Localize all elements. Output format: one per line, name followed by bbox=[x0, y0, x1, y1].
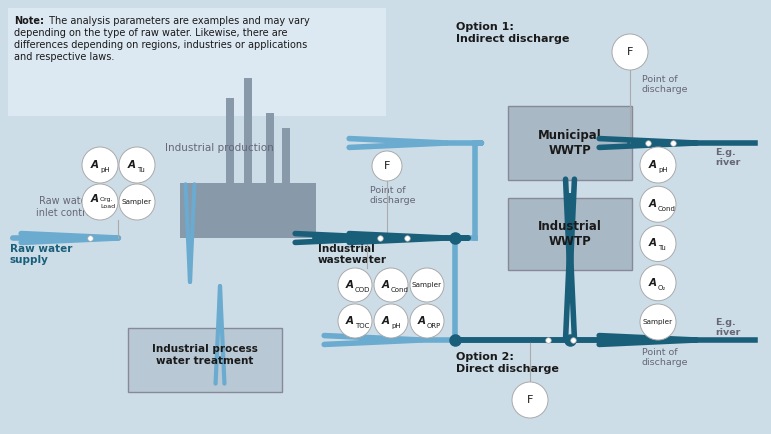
Circle shape bbox=[410, 268, 444, 302]
FancyBboxPatch shape bbox=[508, 198, 632, 270]
Text: Point of
discharge: Point of discharge bbox=[370, 186, 416, 205]
Text: wastewater: wastewater bbox=[318, 255, 387, 265]
Circle shape bbox=[640, 186, 676, 222]
Text: Industrial process
water treatment: Industrial process water treatment bbox=[152, 344, 258, 366]
Text: E.g.: E.g. bbox=[715, 318, 736, 327]
Text: ORP: ORP bbox=[427, 323, 441, 329]
Text: Indirect discharge: Indirect discharge bbox=[456, 34, 569, 44]
Bar bbox=[180, 193, 210, 238]
Text: F: F bbox=[384, 161, 390, 171]
Text: differences depending on regions, industries or applications: differences depending on regions, indust… bbox=[14, 40, 308, 50]
Text: A: A bbox=[649, 278, 657, 288]
Text: TOC: TOC bbox=[355, 323, 369, 329]
Text: E.g.: E.g. bbox=[715, 148, 736, 157]
Text: discharge: discharge bbox=[642, 358, 689, 367]
Circle shape bbox=[119, 147, 155, 183]
Circle shape bbox=[512, 382, 548, 418]
Text: Option 1:: Option 1: bbox=[456, 22, 514, 32]
Text: Point of: Point of bbox=[642, 75, 678, 84]
Text: Direct discharge: Direct discharge bbox=[456, 364, 559, 374]
Circle shape bbox=[82, 184, 118, 220]
Text: A: A bbox=[91, 194, 99, 204]
Text: Point of: Point of bbox=[642, 348, 678, 357]
Text: A: A bbox=[649, 160, 657, 170]
Bar bbox=[266, 113, 274, 193]
Text: Option 2:: Option 2: bbox=[456, 352, 514, 362]
Text: discharge: discharge bbox=[642, 85, 689, 94]
Text: A: A bbox=[91, 160, 99, 170]
Text: river: river bbox=[715, 328, 740, 337]
Circle shape bbox=[640, 265, 676, 301]
Circle shape bbox=[338, 304, 372, 338]
FancyBboxPatch shape bbox=[8, 8, 386, 116]
Circle shape bbox=[82, 147, 118, 183]
Text: A: A bbox=[649, 239, 657, 249]
Circle shape bbox=[374, 304, 408, 338]
Bar bbox=[282, 128, 290, 193]
Text: Industrial production: Industrial production bbox=[165, 143, 274, 153]
Circle shape bbox=[640, 226, 676, 262]
Text: Cond: Cond bbox=[658, 206, 676, 212]
Text: Municipal
WWTP: Municipal WWTP bbox=[538, 129, 602, 157]
Text: A: A bbox=[128, 160, 136, 170]
Circle shape bbox=[372, 151, 402, 181]
Text: A: A bbox=[382, 316, 390, 326]
Text: pH: pH bbox=[391, 323, 401, 329]
Text: F: F bbox=[627, 47, 633, 57]
Text: COD: COD bbox=[355, 287, 370, 293]
Text: Load: Load bbox=[100, 204, 115, 208]
Text: Raw water
inlet control: Raw water inlet control bbox=[35, 197, 94, 218]
Bar bbox=[180, 183, 316, 238]
Circle shape bbox=[640, 147, 676, 183]
Circle shape bbox=[612, 34, 648, 70]
Text: A: A bbox=[346, 280, 354, 290]
Bar bbox=[268, 200, 316, 238]
Circle shape bbox=[410, 304, 444, 338]
Text: Org.: Org. bbox=[100, 197, 113, 201]
Text: Tu: Tu bbox=[658, 246, 665, 251]
Circle shape bbox=[374, 268, 408, 302]
Circle shape bbox=[119, 184, 155, 220]
Text: supply: supply bbox=[10, 255, 49, 265]
Text: Industrial
WWTP: Industrial WWTP bbox=[538, 220, 602, 248]
Text: pH: pH bbox=[100, 167, 109, 173]
Text: Industrial: Industrial bbox=[318, 244, 375, 254]
Text: Note:: Note: bbox=[14, 16, 44, 26]
Text: F: F bbox=[527, 395, 534, 405]
FancyBboxPatch shape bbox=[508, 106, 632, 180]
Text: river: river bbox=[715, 158, 740, 167]
Text: A: A bbox=[382, 280, 390, 290]
Text: and respective laws.: and respective laws. bbox=[14, 52, 114, 62]
FancyBboxPatch shape bbox=[128, 328, 282, 392]
Circle shape bbox=[640, 304, 676, 340]
Text: Tu: Tu bbox=[137, 167, 145, 173]
Text: The analysis parameters are examples and may vary: The analysis parameters are examples and… bbox=[46, 16, 310, 26]
Bar bbox=[226, 98, 234, 193]
Text: Sampler: Sampler bbox=[122, 199, 152, 205]
Text: Cond: Cond bbox=[391, 287, 409, 293]
Text: A: A bbox=[649, 199, 657, 209]
Text: Raw water: Raw water bbox=[10, 244, 72, 254]
Text: A: A bbox=[418, 316, 426, 326]
Text: Sampler: Sampler bbox=[412, 282, 442, 288]
Circle shape bbox=[338, 268, 372, 302]
Text: O₂: O₂ bbox=[658, 285, 666, 291]
Text: A: A bbox=[346, 316, 354, 326]
Text: pH: pH bbox=[658, 167, 668, 173]
Bar bbox=[244, 78, 252, 193]
Text: Sampler: Sampler bbox=[643, 319, 673, 325]
Text: depending on the type of raw water. Likewise, there are: depending on the type of raw water. Like… bbox=[14, 28, 288, 38]
